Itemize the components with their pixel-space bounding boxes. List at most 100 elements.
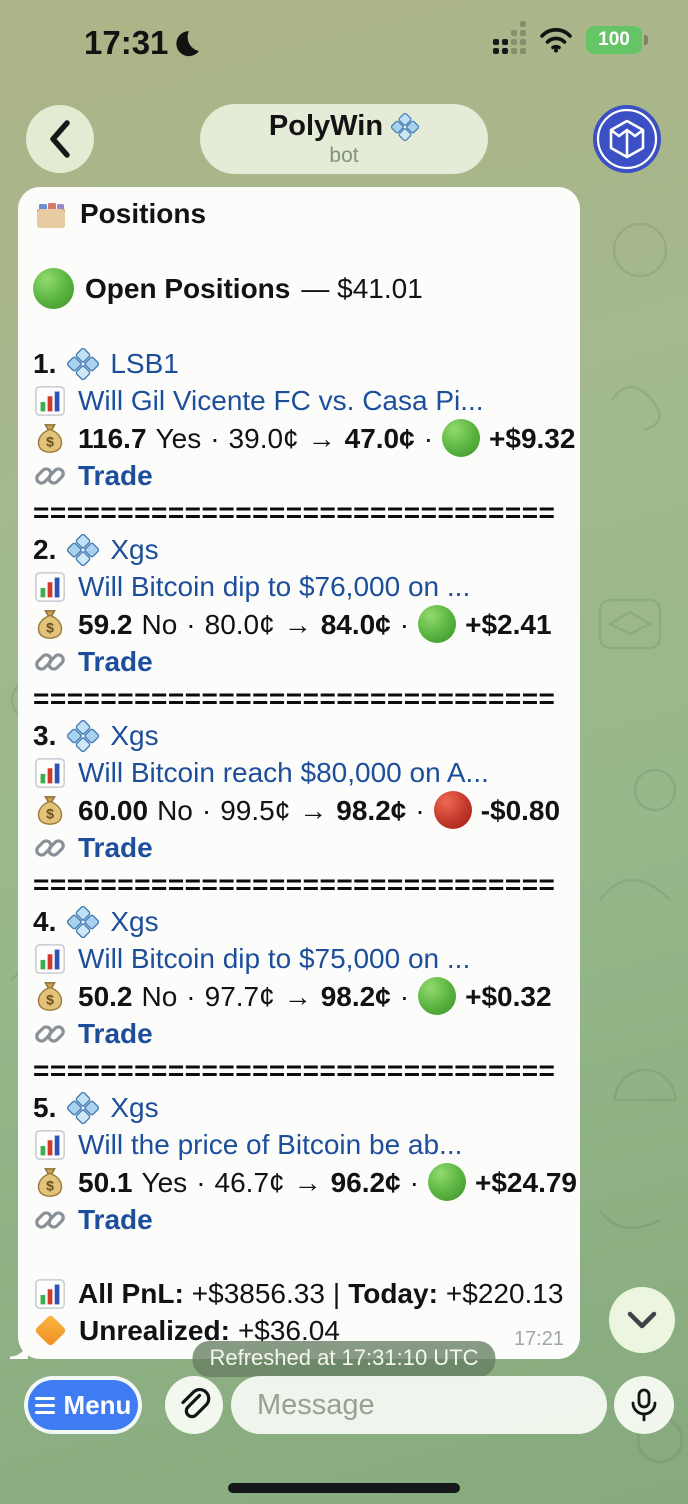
position-item: 2. Xgs bbox=[33, 531, 564, 717]
bot-message-bubble: Positions Open Positions — $41.01 1. bbox=[10, 187, 580, 1359]
separator-line: =============================== bbox=[33, 869, 556, 900]
pnl-up-icon bbox=[442, 419, 481, 457]
position-size: 116.7 bbox=[78, 422, 147, 454]
trade-link[interactable]: Trade bbox=[78, 460, 153, 491]
clock-text: 17:31 bbox=[84, 24, 169, 61]
link-icon bbox=[33, 1017, 67, 1051]
entry-price: 80.0¢ bbox=[204, 608, 275, 640]
exit-price: 98.2¢ bbox=[320, 980, 391, 1012]
market-title-line: Will Bitcoin dip to $75,000 on ... bbox=[33, 940, 564, 977]
pnl-value: +$0.32 bbox=[465, 980, 552, 1012]
cellular-signal-icon bbox=[493, 21, 526, 54]
position-tag-line: 3. Xgs bbox=[33, 717, 564, 754]
position-side: No bbox=[141, 980, 178, 1012]
scroll-to-bottom-button[interactable] bbox=[609, 1287, 675, 1353]
separator-line: =============================== bbox=[33, 1055, 556, 1086]
back-button[interactable] bbox=[26, 105, 94, 173]
trade-link[interactable]: Trade bbox=[78, 1204, 153, 1235]
hamburger-icon bbox=[34, 1396, 55, 1414]
separator-line: =============================== bbox=[33, 683, 556, 714]
market-title-link[interactable]: Will Bitcoin dip to $75,000 on ... bbox=[78, 943, 471, 974]
chat-subtitle: bot bbox=[329, 144, 359, 167]
position-number: 2. bbox=[33, 534, 57, 565]
message-field bbox=[231, 1376, 668, 1434]
open-positions-amount: — $41.01 bbox=[301, 273, 423, 304]
link-icon bbox=[33, 645, 67, 679]
svg-text:$: $ bbox=[46, 621, 54, 637]
svg-text:$: $ bbox=[46, 1179, 54, 1195]
position-side: Yes bbox=[141, 1166, 188, 1198]
money-bag-icon: $ bbox=[33, 793, 67, 827]
link-icon bbox=[33, 1203, 67, 1237]
position-detail-line: $ 60.00 No · 99.5¢ → 98.2¢ · -$0.80 bbox=[33, 791, 564, 829]
exit-price: 84.0¢ bbox=[320, 608, 391, 640]
dot-separator: · bbox=[210, 422, 220, 454]
position-detail-text: 50.1 Yes · 46.7¢ → 96.2¢ · +$24.79 bbox=[78, 1163, 577, 1201]
position-item: 4. Xgs bbox=[33, 903, 564, 1089]
position-detail-text: 59.2 No · 80.0¢ → 84.0¢ · +$2.41 bbox=[78, 605, 552, 643]
position-tag-link[interactable]: Xgs bbox=[110, 534, 159, 565]
position-tag-line: 5. Xgs bbox=[33, 1089, 564, 1126]
home-indicator[interactable] bbox=[228, 1483, 460, 1493]
position-size: 59.2 bbox=[78, 608, 133, 640]
refreshed-status-pill: Refreshed at 17:31:10 UTC bbox=[192, 1341, 496, 1377]
status-time: 17:31 bbox=[84, 24, 202, 62]
dot-separator: · bbox=[196, 1166, 206, 1198]
position-tag-link[interactable]: Xgs bbox=[110, 1092, 159, 1123]
market-title-line: Will Bitcoin reach $80,000 on A... bbox=[33, 754, 564, 791]
battery-icon: 100 bbox=[586, 26, 648, 54]
composer-bar: Menu bbox=[0, 1376, 688, 1434]
trade-link[interactable]: Trade bbox=[78, 1018, 153, 1049]
position-tag-line: 4. Xgs bbox=[33, 903, 564, 940]
bar-chart-icon bbox=[33, 1277, 67, 1311]
attach-button[interactable] bbox=[165, 1376, 223, 1434]
pnl-value: +$9.32 bbox=[489, 422, 576, 454]
chevron-down-icon bbox=[627, 1311, 657, 1329]
trade-link[interactable]: Trade bbox=[78, 646, 153, 677]
position-tag-line: 2. Xgs bbox=[33, 531, 564, 568]
moon-icon bbox=[176, 31, 200, 57]
position-tag-link[interactable]: LSB1 bbox=[110, 348, 179, 379]
nav-bar: PolyWin bot bbox=[0, 104, 688, 174]
chat-title-pill[interactable]: PolyWin bot bbox=[200, 104, 488, 174]
entry-price: 97.7¢ bbox=[204, 980, 275, 1012]
money-bag-icon: $ bbox=[33, 979, 67, 1013]
message-input[interactable] bbox=[231, 1388, 634, 1422]
pnl-down-icon bbox=[433, 791, 472, 829]
menu-button[interactable]: Menu bbox=[24, 1376, 142, 1434]
separator-line: =============================== bbox=[33, 497, 556, 528]
paperclip-icon bbox=[181, 1388, 211, 1419]
position-tag-link[interactable]: Xgs bbox=[110, 906, 159, 937]
bar-chart-icon bbox=[33, 756, 67, 790]
dot-separator: · bbox=[423, 422, 434, 454]
position-detail-text: 60.00 No · 99.5¢ → 98.2¢ · -$0.80 bbox=[78, 791, 560, 829]
bot-avatar[interactable] bbox=[593, 105, 661, 173]
dot-separator: · bbox=[186, 980, 196, 1012]
market-title-link[interactable]: Will Bitcoin dip to $76,000 on ... bbox=[78, 571, 471, 602]
chat-title: PolyWin bbox=[268, 110, 384, 142]
bar-chart-icon bbox=[33, 384, 67, 418]
today-pnl-value: +$220.13 bbox=[445, 1278, 564, 1309]
message-header: Positions bbox=[33, 195, 564, 232]
market-title-link[interactable]: Will Gil Vicente FC vs. Casa Pi... bbox=[78, 385, 484, 416]
diamond-icon bbox=[391, 112, 420, 141]
trade-link[interactable]: Trade bbox=[78, 832, 153, 863]
market-title-link[interactable]: Will the price of Bitcoin be ab... bbox=[78, 1129, 463, 1160]
market-title-link[interactable]: Will Bitcoin reach $80,000 on A... bbox=[78, 757, 489, 788]
market-title-line: Will Bitcoin dip to $76,000 on ... bbox=[33, 568, 564, 605]
position-number: 3. bbox=[33, 720, 57, 751]
trade-line: Trade bbox=[33, 643, 564, 680]
chevron-left-icon bbox=[50, 120, 70, 158]
link-icon bbox=[33, 459, 67, 493]
position-side: No bbox=[141, 608, 178, 640]
positions-list: 1. LSB1 bbox=[33, 345, 577, 1238]
exit-price: 47.0¢ bbox=[344, 422, 415, 454]
position-tag-link[interactable]: Xgs bbox=[110, 720, 159, 751]
header-label: Positions bbox=[80, 198, 207, 229]
position-size: 60.00 bbox=[78, 794, 149, 826]
pnl-up-icon bbox=[418, 605, 457, 643]
voice-record-button[interactable] bbox=[614, 1376, 674, 1434]
position-item: 5. Xgs bbox=[33, 1089, 577, 1238]
menu-button-label: Menu bbox=[63, 1389, 132, 1420]
diamond-icon bbox=[67, 347, 100, 380]
